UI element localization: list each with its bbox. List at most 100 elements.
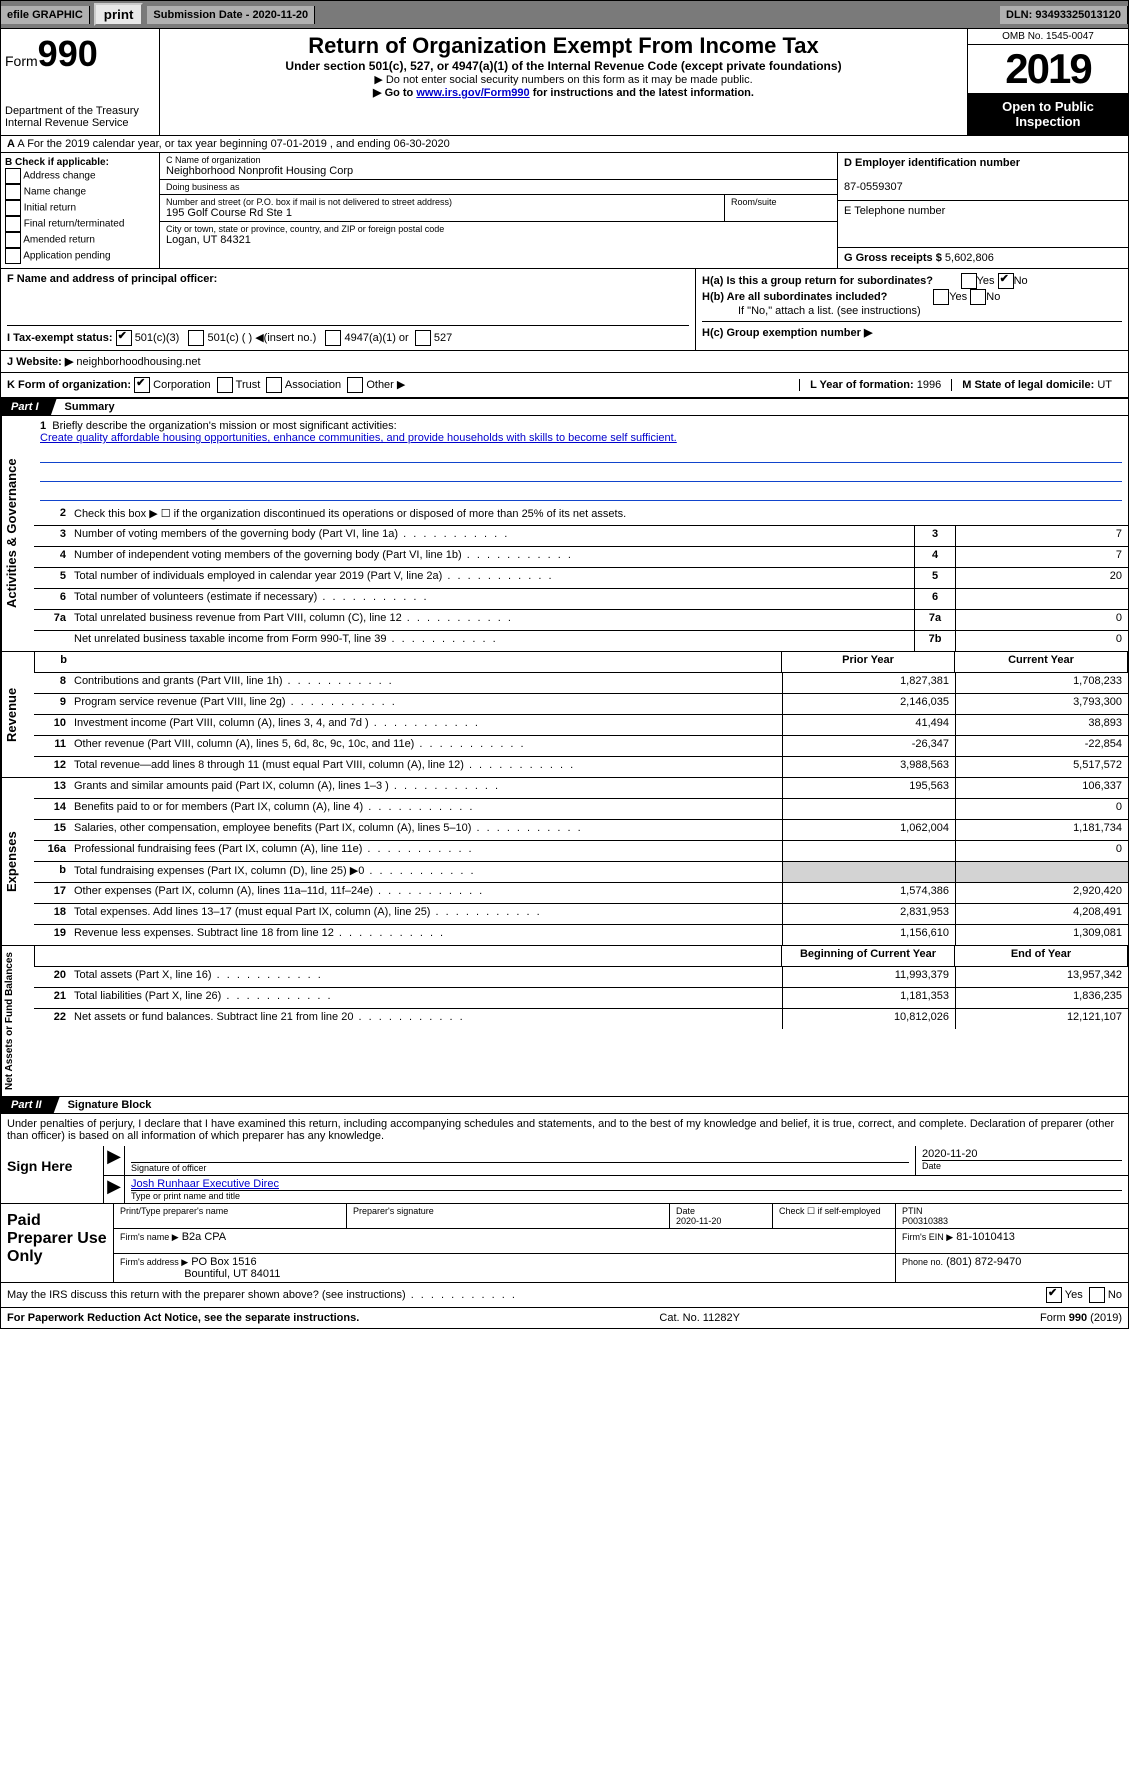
- block-b-title: B Check if applicable:: [5, 157, 109, 168]
- side-label-rev: Revenue: [1, 652, 34, 777]
- row-num: 14: [34, 799, 70, 819]
- val-shaded: [782, 862, 955, 882]
- opt-final-return[interactable]: Final return/terminated: [5, 216, 155, 232]
- prep-h4: Check ☐ if self-employed: [773, 1204, 896, 1228]
- row-desc: Total expenses. Add lines 13–17 (must eq…: [70, 904, 782, 924]
- ha-yes[interactable]: [961, 273, 977, 289]
- firm-name-cell: Firm's name ▶ B2a CPA: [114, 1229, 896, 1253]
- val-prior: 41,494: [782, 715, 955, 735]
- ha-no[interactable]: [998, 273, 1014, 289]
- irs-link[interactable]: www.irs.gov/Form990: [416, 87, 529, 99]
- data-row: 11 Other revenue (Part VIII, column (A),…: [34, 736, 1128, 757]
- efile-topbar: efile GRAPHIC print Submission Date - 20…: [0, 0, 1129, 29]
- row-num: b: [34, 862, 70, 882]
- sign-block: Sign Here ▶ Signature of officer 2020-11…: [0, 1146, 1129, 1204]
- sig-date-label: Date: [922, 1161, 1122, 1171]
- rev-header: b Prior Year Current Year: [34, 652, 1128, 673]
- val-current: 5,517,572: [955, 757, 1128, 777]
- val-current: 38,893: [955, 715, 1128, 735]
- val-prior: 2,831,953: [782, 904, 955, 924]
- summary-row: 5 Total number of individuals employed i…: [34, 568, 1128, 589]
- footer-mid: Cat. No. 11282Y: [659, 1312, 740, 1324]
- org-name-label: C Name of organization: [166, 155, 831, 165]
- row-num: 9: [34, 694, 70, 714]
- row-num: [34, 631, 70, 651]
- mission-text: Create quality affordable housing opport…: [40, 432, 677, 444]
- org-name: Neighborhood Nonprofit Housing Corp: [166, 165, 831, 177]
- check-trust[interactable]: [217, 377, 233, 393]
- discuss-no[interactable]: [1089, 1287, 1105, 1303]
- activities-section: Activities & Governance 1 Briefly descri…: [0, 416, 1129, 652]
- data-row: 19 Revenue less expenses. Subtract line …: [34, 925, 1128, 945]
- line-k-right: L Year of formation: 1996 M State of leg…: [799, 379, 1122, 391]
- discuss-yesno: Yes No: [1046, 1287, 1122, 1303]
- sig-row2: ▶ Josh Runhaar Executive Direc Type or p…: [104, 1176, 1128, 1203]
- row-desc: Total unrelated business revenue from Pa…: [70, 610, 914, 630]
- val-prior: 1,062,004: [782, 820, 955, 840]
- opt-name-change[interactable]: Name change: [5, 184, 155, 200]
- check-501c[interactable]: [188, 330, 204, 346]
- submission-date: Submission Date - 2020-11-20: [147, 6, 315, 24]
- hb-no[interactable]: [970, 289, 986, 305]
- org-name-box: C Name of organization Neighborhood Nonp…: [160, 153, 837, 180]
- header-left: Form990 Department of the Treasury Inter…: [1, 29, 160, 135]
- open-inspection: Open to Public Inspection: [968, 93, 1128, 135]
- row-num: 6: [34, 589, 70, 609]
- footer: For Paperwork Reduction Act Notice, see …: [0, 1308, 1129, 1329]
- hb: b: [35, 652, 71, 672]
- suite-label: Room/suite: [731, 197, 831, 207]
- data-row: b Total fundraising expenses (Part IX, c…: [34, 862, 1128, 883]
- print-button[interactable]: print: [94, 3, 144, 26]
- row-val: 7: [955, 526, 1128, 546]
- address-row: Number and street (or P.O. box if mail i…: [160, 195, 837, 222]
- val-current: 13,957,342: [955, 967, 1128, 987]
- check-501c3[interactable]: [116, 330, 132, 346]
- summary-row: 4 Number of independent voting members o…: [34, 547, 1128, 568]
- street-label: Number and street (or P.O. box if mail i…: [166, 197, 718, 207]
- mission-block: 1 Briefly describe the organization's mi…: [34, 416, 1128, 505]
- check-corp[interactable]: [134, 377, 150, 393]
- opt-address-change[interactable]: Address change: [5, 168, 155, 184]
- summary-row: Net unrelated business taxable income fr…: [34, 631, 1128, 651]
- footer-left: For Paperwork Reduction Act Notice, see …: [7, 1312, 359, 1324]
- block-bcd: B Check if applicable: Address change Na…: [0, 153, 1129, 268]
- form-header: Form990 Department of the Treasury Inter…: [0, 29, 1129, 136]
- dba-box: Doing business as: [160, 180, 837, 195]
- row-desc: Number of voting members of the governin…: [70, 526, 914, 546]
- val-prior: 1,827,381: [782, 673, 955, 693]
- header-right: OMB No. 1545-0047 2019 Open to Public In…: [967, 29, 1128, 135]
- summary-row: 3 Number of voting members of the govern…: [34, 526, 1128, 547]
- side-label-na: Net Assets or Fund Balances: [1, 946, 34, 1096]
- check-527[interactable]: [415, 330, 431, 346]
- row-desc: Contributions and grants (Part VIII, lin…: [70, 673, 782, 693]
- discuss-yes[interactable]: [1046, 1287, 1062, 1303]
- opt-amended-return[interactable]: Amended return: [5, 232, 155, 248]
- check-assoc[interactable]: [266, 377, 282, 393]
- row-num: 18: [34, 904, 70, 924]
- note2-pre: ▶ Go to: [373, 87, 416, 99]
- firm-addr2: Bountiful, UT 84011: [184, 1268, 280, 1280]
- revenue-section: Revenue b Prior Year Current Year 8 Cont…: [0, 652, 1129, 778]
- street-value: 195 Golf Course Rd Ste 1: [166, 207, 718, 219]
- val-prior: 1,156,610: [782, 925, 955, 945]
- rev-body: b Prior Year Current Year 8 Contribution…: [34, 652, 1128, 777]
- opt-application-pending[interactable]: Application pending: [5, 248, 155, 264]
- firm-addr-cell: Firm's address ▶ PO Box 1516 Bountiful, …: [114, 1254, 896, 1282]
- row-num: 10: [34, 715, 70, 735]
- dept-label: Department of the Treasury Internal Reve…: [5, 105, 155, 129]
- data-row: 12 Total revenue—add lines 8 through 11 …: [34, 757, 1128, 777]
- part1-tab: Part I: [1, 399, 57, 415]
- sig-date-box: 2020-11-20 Date: [915, 1146, 1128, 1175]
- hb-yes[interactable]: [933, 289, 949, 305]
- ein-box: D Employer identification number 87-0559…: [838, 153, 1128, 201]
- part2-title: Signature Block: [60, 1097, 160, 1113]
- sig-field: Signature of officer: [125, 1146, 915, 1175]
- opt-initial-return[interactable]: Initial return: [5, 200, 155, 216]
- val-current: 4,208,491: [955, 904, 1128, 924]
- check-4947[interactable]: [325, 330, 341, 346]
- col-boy: Beginning of Current Year: [781, 946, 954, 966]
- check-other[interactable]: [347, 377, 363, 393]
- row-num: 13: [34, 778, 70, 798]
- row-desc: Total number of volunteers (estimate if …: [70, 589, 914, 609]
- discuss-row: May the IRS discuss this return with the…: [0, 1283, 1129, 1308]
